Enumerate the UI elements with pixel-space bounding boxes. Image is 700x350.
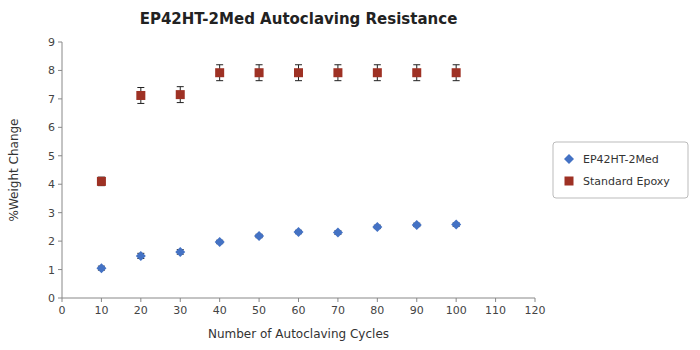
- y-tick-label: 7: [48, 93, 55, 106]
- y-tick-label: 9: [48, 36, 55, 49]
- x-tick-label: 90: [410, 304, 424, 317]
- legend: EP42HT-2Med Standard Epoxy: [553, 142, 688, 198]
- y-tick-label: 3: [48, 207, 55, 220]
- x-tick-label: 40: [213, 304, 227, 317]
- x-tick: [219, 298, 220, 302]
- x-axis-label: Number of Autoclaving Cycles: [208, 327, 389, 341]
- x-tick: [495, 298, 496, 302]
- y-tick: [58, 184, 62, 185]
- y-tick-label: 8: [48, 64, 55, 77]
- series: [96, 220, 461, 274]
- point: [97, 177, 106, 186]
- y-tick-label: 1: [48, 264, 55, 277]
- error-bar: [98, 177, 105, 186]
- x-tick: [416, 298, 417, 302]
- x-tick: [535, 298, 536, 302]
- y-tick: [58, 298, 62, 299]
- x-tick: [298, 298, 299, 302]
- error-bar: [453, 65, 460, 81]
- x-tick-label: 80: [370, 304, 384, 317]
- error-bar: [374, 65, 381, 81]
- point: [136, 251, 146, 261]
- x-tick-label: 30: [173, 304, 187, 317]
- x-tick-label: 60: [292, 304, 306, 317]
- y-tick: [58, 98, 62, 99]
- x-tick-label: 110: [485, 304, 506, 317]
- axes: 0 10 20 30 40 50 60 70 80 90 100 110 120 0 1 2 3 4 5 6 7 8 9: [48, 36, 546, 317]
- point: [372, 222, 382, 232]
- error-bar: [413, 65, 420, 81]
- x-tick: [259, 298, 260, 302]
- y-tick: [58, 269, 62, 270]
- y-axis-label: %Weight Change: [7, 119, 21, 222]
- error-bar: [137, 88, 144, 104]
- point: [333, 68, 342, 77]
- point: [451, 220, 461, 230]
- y-tick-label: 2: [48, 235, 55, 248]
- error-bar: [295, 65, 302, 81]
- x-tick-label: 100: [446, 304, 467, 317]
- x-tick: [101, 298, 102, 302]
- legend-label: Standard Epoxy: [583, 175, 670, 188]
- chart: EP42HT-2Med Autoclaving Resistance010203…: [0, 0, 700, 350]
- x-tick-label: 0: [59, 304, 66, 317]
- point: [333, 228, 343, 238]
- point: [294, 227, 304, 237]
- x-tick-label: 10: [94, 304, 108, 317]
- point: [373, 68, 382, 77]
- chart-container: EP42HT-2Med Autoclaving Resistance010203…: [0, 0, 700, 350]
- y-tick: [58, 70, 62, 71]
- error-bar: [256, 65, 263, 81]
- point: [215, 237, 225, 247]
- plot-area: [96, 65, 461, 273]
- y-tick-label: 5: [48, 150, 55, 163]
- point: [215, 68, 224, 77]
- error-bar: [334, 65, 341, 81]
- x-tick: [140, 298, 141, 302]
- point: [412, 220, 422, 230]
- x-tick-label: 70: [331, 304, 345, 317]
- point: [412, 68, 421, 77]
- point: [176, 90, 185, 99]
- x-tick: [377, 298, 378, 302]
- point: [136, 91, 145, 100]
- y-tick: [58, 42, 62, 43]
- x-tick: [337, 298, 338, 302]
- y-tick-label: 6: [48, 121, 55, 134]
- x-tick: [62, 298, 63, 302]
- x-tick: [180, 298, 181, 302]
- title: EP42HT-2Med Autoclaving Resistance: [140, 10, 458, 28]
- y-tick: [58, 127, 62, 128]
- series: [97, 65, 461, 186]
- y-tick: [58, 155, 62, 156]
- x-tick-label: 20: [134, 304, 148, 317]
- error-bar: [177, 87, 184, 103]
- legend-box: [553, 142, 688, 198]
- legend-label: EP42HT-2Med: [583, 153, 659, 166]
- x-tick-label: 120: [525, 304, 546, 317]
- y-axis-line: [62, 42, 63, 298]
- y-tick-label: 4: [48, 178, 55, 191]
- point: [96, 263, 106, 273]
- point: [254, 231, 264, 241]
- error-bar: [216, 65, 223, 81]
- y-tick-label: 0: [48, 292, 55, 305]
- legend-swatch: [564, 154, 574, 164]
- x-tick-label: 50: [252, 304, 266, 317]
- legend-swatch: [565, 177, 574, 186]
- point: [452, 68, 461, 77]
- point: [255, 68, 264, 77]
- point: [294, 68, 303, 77]
- x-tick: [456, 298, 457, 302]
- point: [175, 247, 185, 257]
- y-tick: [58, 212, 62, 213]
- y-tick: [58, 241, 62, 242]
